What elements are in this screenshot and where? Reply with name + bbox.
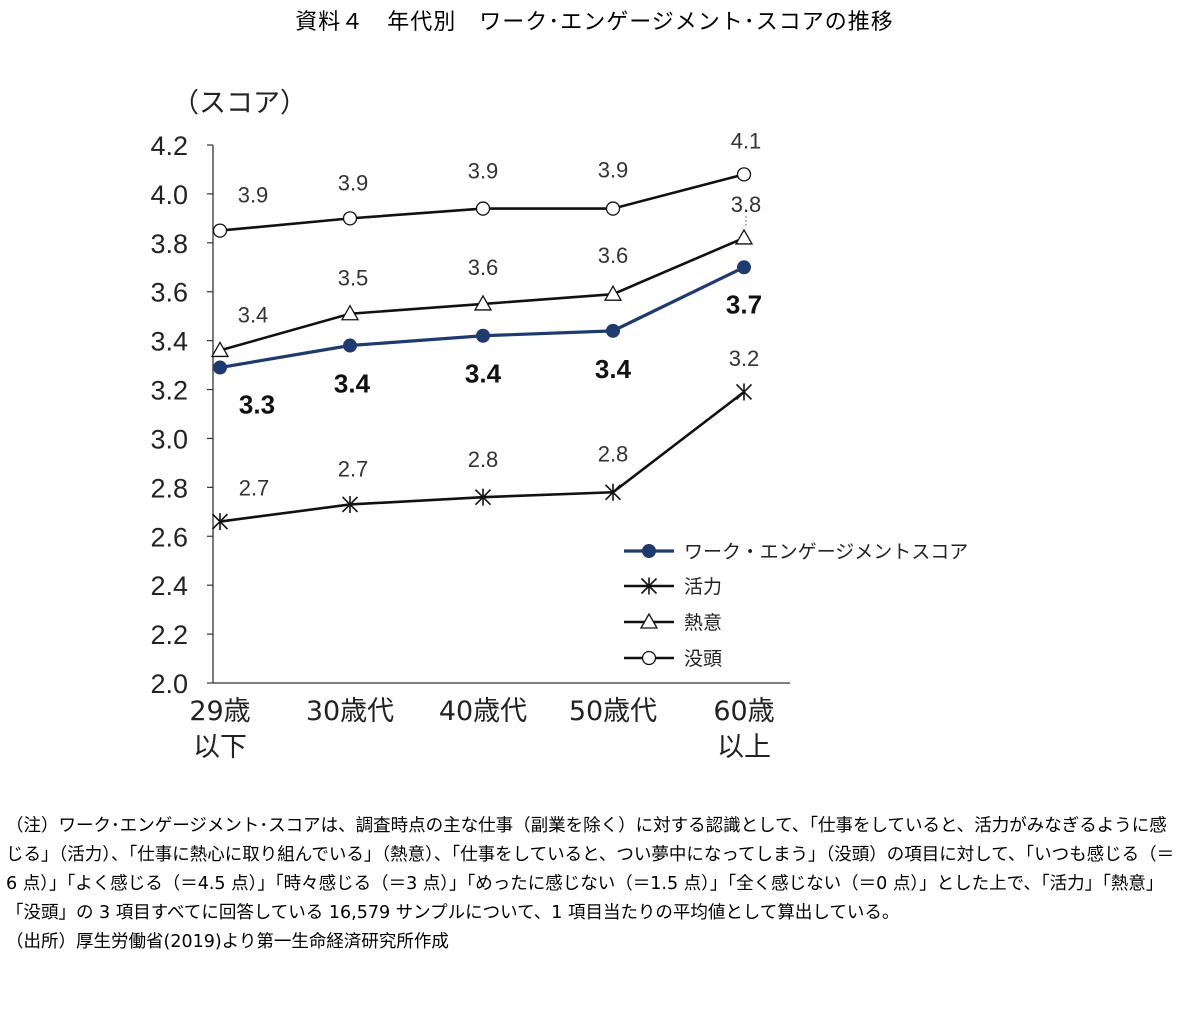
x-tick-label: 29歳	[189, 696, 250, 727]
x-tick-label: 40歳代	[439, 696, 527, 727]
data-label: 3.6	[598, 243, 629, 268]
y-tick-label: 2.4	[150, 571, 188, 601]
data-point	[604, 483, 622, 501]
data-point	[603, 284, 623, 301]
data-label: 3.4	[334, 369, 371, 399]
data-point	[476, 328, 490, 343]
legend-entry: 熱意	[624, 612, 722, 634]
legend-entry: 活力	[624, 576, 722, 598]
data-point	[606, 323, 620, 338]
note-text: （注）ワーク･エンゲージメント･スコアは、調査時点の主な仕事（副業を除く）に対す…	[6, 816, 1175, 923]
data-label: 3.8	[731, 192, 762, 217]
y-tick-label: 4.0	[150, 180, 188, 210]
legend-entry: 没頭	[624, 648, 722, 670]
legend-marker	[642, 544, 656, 558]
legend-entry: ワーク・エンゲージメントスコア	[624, 541, 968, 563]
data-label: 4.1	[731, 128, 762, 153]
chart-title: 資料４ 年代別 ワーク･エンゲージメント･スコアの推移	[295, 10, 894, 35]
data-label: 2.8	[468, 447, 499, 472]
data-label: 3.9	[598, 158, 629, 183]
notes: （注）ワーク･エンゲージメント･スコアは、調査時点の主な仕事（副業を除く）に対す…	[6, 812, 1184, 957]
data-label: 3.5	[338, 266, 369, 291]
legend-marker	[639, 612, 659, 629]
x-tick-label: 50歳代	[569, 696, 657, 727]
legend-label: 活力	[684, 576, 722, 598]
series-line-0	[219, 265, 745, 370]
data-point	[340, 304, 360, 321]
data-label: 3.9	[238, 183, 269, 208]
legend-marker	[640, 577, 658, 595]
y-tick-label: 3.2	[150, 376, 188, 406]
y-tick-label: 3.8	[150, 229, 188, 259]
data-label: 3.9	[468, 159, 499, 184]
data-point	[475, 201, 491, 216]
y-tick-label: 2.8	[150, 473, 188, 503]
data-label: 3.3	[239, 390, 275, 420]
y-tick-label: 3.4	[150, 327, 188, 357]
data-point	[341, 495, 359, 513]
axes: （スコア） 2.0 2.2 2.4 2.6 2.8 3.0 3.2 3.4 3.6 3.8 4.0 4.…	[150, 88, 790, 763]
data-label: 2.8	[598, 441, 629, 466]
data-label: 3.4	[595, 354, 632, 384]
data-label: 3.9	[338, 170, 369, 195]
x-tick-label: 以下	[193, 732, 247, 763]
source-text: （出所）厚生労働省(2019)より第一生命経済研究所作成	[6, 932, 449, 952]
data-label: 2.7	[239, 476, 270, 501]
data-point	[213, 360, 227, 375]
y-axis-label: （スコア）	[172, 88, 307, 119]
data-label: 3.4	[465, 359, 502, 389]
y-tick-label: 3.6	[150, 278, 188, 308]
data-label: 3.2	[729, 346, 760, 371]
x-tick-label: 以上	[717, 732, 771, 763]
y-tick-label: 2.2	[150, 620, 188, 650]
y-tick-label: 2.0	[150, 669, 188, 699]
data-point	[210, 341, 230, 358]
legend-label: 熱意	[684, 612, 722, 634]
data-point	[343, 338, 357, 353]
data-labels: 2.7 2.7 2.8 2.8 3.2 3.4 3.5 3.6 3.6 3.8 3.9 3.9 3.9 3…	[238, 128, 762, 500]
data-label: 3.6	[468, 255, 499, 280]
x-tick-label: 60歳	[713, 696, 774, 727]
data-point	[474, 488, 492, 506]
data-point	[211, 513, 229, 531]
data-point	[212, 223, 228, 238]
legend-marker	[641, 650, 657, 666]
data-point	[737, 260, 751, 275]
data-label: 3.4	[238, 302, 269, 327]
data-point	[342, 211, 358, 226]
x-tick-label: 30歳代	[306, 696, 394, 727]
legend-label: 没頭	[684, 648, 722, 670]
y-tick-label: 3.0	[150, 424, 188, 454]
data-point	[735, 383, 753, 401]
data-point	[605, 201, 621, 216]
series-markers	[210, 167, 754, 531]
data-point	[473, 294, 493, 311]
y-tick-label: 2.6	[150, 522, 188, 552]
data-label: 2.7	[338, 456, 369, 481]
legend-label: ワーク・エンゲージメントスコア	[684, 541, 968, 563]
data-point	[736, 167, 752, 182]
y-tick-label: 4.2	[150, 131, 188, 161]
line-chart: （スコア） 2.0 2.2 2.4 2.6 2.8 3.0 3.2 3.4 3.6 3.8 4.0 4.…	[150, 88, 968, 763]
data-point	[734, 228, 754, 245]
data-label: 3.7	[726, 289, 762, 319]
